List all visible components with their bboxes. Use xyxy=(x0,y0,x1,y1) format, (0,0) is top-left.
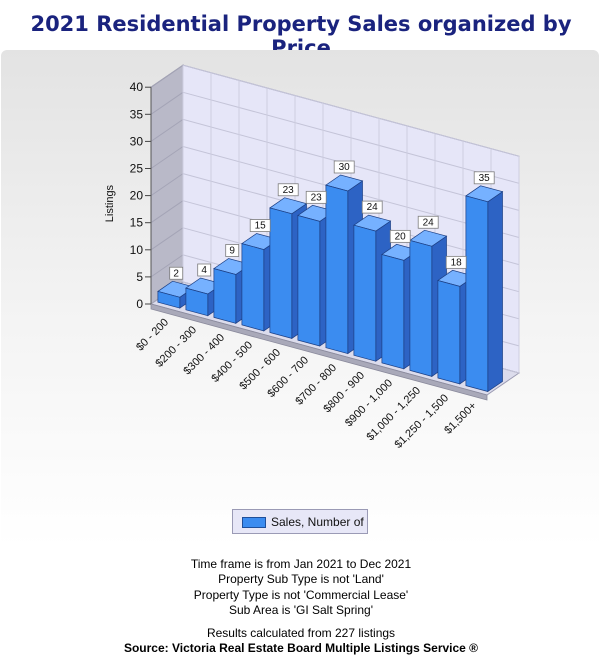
data-label-text: 30 xyxy=(339,162,351,173)
data-label-box xyxy=(225,244,240,257)
footnotes: Time frame is from Jan 2021 to Dec 2021 … xyxy=(0,557,602,656)
bar-front xyxy=(297,215,321,347)
bar xyxy=(465,185,504,393)
note-property-type: Property Type is not 'Commercial Lease' xyxy=(193,587,409,602)
side-gridline xyxy=(150,200,184,224)
side-gridline xyxy=(150,173,184,197)
note-time-frame: Time frame is from Jan 2021 to Dec 2021 xyxy=(190,557,412,571)
data-label: 2 xyxy=(169,266,184,280)
data-label-box xyxy=(333,160,355,174)
data-label-text: 35 xyxy=(479,173,491,184)
data-label: 23 xyxy=(305,190,327,204)
data-label: 24 xyxy=(417,215,439,229)
data-label: 9 xyxy=(225,244,240,257)
y-tick-label: 35 xyxy=(130,107,144,121)
y-tick-label: 10 xyxy=(130,243,144,257)
legend: Sales, Number of xyxy=(232,509,368,534)
side-gridline xyxy=(150,227,184,251)
bar-front xyxy=(157,290,181,309)
data-label-text: 18 xyxy=(451,257,463,268)
y-tick-label: 30 xyxy=(130,134,144,148)
side-gridline xyxy=(150,64,184,88)
bar-front xyxy=(353,224,377,362)
y-tick-label: 15 xyxy=(130,216,144,230)
bar-front xyxy=(409,239,433,377)
side-gridline xyxy=(150,91,184,115)
bar xyxy=(269,197,308,340)
note-sub-type: Property Sub Type is not 'Land' xyxy=(218,572,384,587)
data-label-box xyxy=(417,215,439,229)
data-label-text: 9 xyxy=(229,245,235,256)
data-label-box xyxy=(305,190,327,204)
bar-front xyxy=(269,207,293,339)
data-label: 24 xyxy=(361,200,383,214)
data-label-box xyxy=(277,183,299,197)
bar-front xyxy=(465,195,489,392)
legend-label: Sales, Number of xyxy=(271,515,364,529)
data-label: 20 xyxy=(389,229,411,243)
data-label-text: 2 xyxy=(173,268,179,279)
chart-title: 2021 Residential Property Sales organize… xyxy=(30,12,572,60)
side-gridline xyxy=(150,146,184,169)
y-tick-label: 0 xyxy=(136,297,143,311)
bar-front xyxy=(437,280,461,385)
x-tick-label: $1,500+ xyxy=(442,400,479,437)
data-label-text: 15 xyxy=(255,221,267,232)
bar-front xyxy=(241,243,265,332)
bar-front xyxy=(213,268,237,324)
data-label-text: 4 xyxy=(201,265,207,276)
data-label: 18 xyxy=(445,255,467,269)
bar-front xyxy=(185,287,209,317)
data-label: 15 xyxy=(249,219,271,232)
floor-edge xyxy=(150,303,488,401)
data-label: 4 xyxy=(197,263,212,277)
data-label-box xyxy=(169,266,184,280)
source-credit: Source: Victoria Real Estate Board Multi… xyxy=(123,641,479,656)
note-sub-area: Sub Area is 'GI Salt Spring' xyxy=(229,603,373,618)
data-label-text: 24 xyxy=(423,217,435,228)
y-tick-label: 40 xyxy=(130,80,144,94)
y-tick-label: 20 xyxy=(130,189,144,203)
y-axis-title: Listings xyxy=(104,184,116,222)
legend-swatch xyxy=(242,517,266,528)
data-label-box xyxy=(249,219,271,232)
data-label-text: 23 xyxy=(311,192,323,203)
data-label: 23 xyxy=(277,183,299,197)
data-label-box xyxy=(197,263,212,277)
data-label-box xyxy=(389,229,411,243)
chart-panel: 0 5 10 15 20 25 30 35 40 Listings 2 4 9 15 23 23 30 24 20 2… xyxy=(1,50,599,548)
data-label-box xyxy=(445,255,467,269)
results-count: Results calculated from 227 listings xyxy=(206,625,396,640)
bar-side xyxy=(487,191,503,393)
data-label-text: 24 xyxy=(367,202,379,213)
side-gridline xyxy=(150,118,184,142)
y-tick-label: 5 xyxy=(136,270,143,284)
bar-front xyxy=(381,254,405,370)
data-label-text: 20 xyxy=(395,231,407,242)
data-label-box xyxy=(473,171,495,185)
data-label: 30 xyxy=(333,160,355,174)
data-label-box xyxy=(361,200,383,214)
side-gridline xyxy=(150,254,184,278)
bar-front xyxy=(325,184,349,355)
data-label-text: 23 xyxy=(283,185,295,196)
data-label: 35 xyxy=(473,171,495,185)
y-tick-label: 25 xyxy=(130,162,144,176)
